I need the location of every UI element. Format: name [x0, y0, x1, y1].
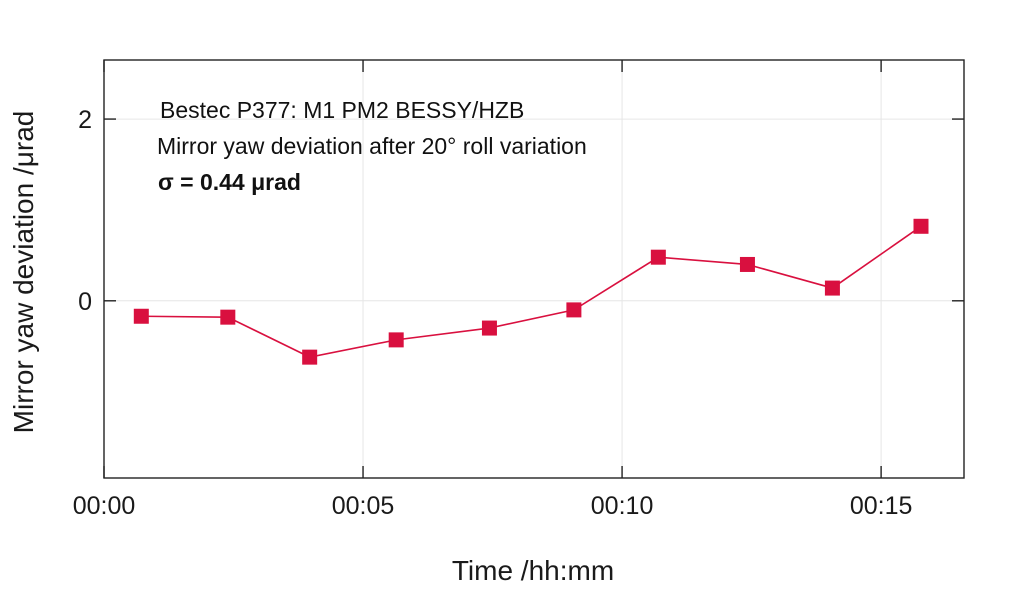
data-point-marker: [388, 332, 404, 348]
data-point-marker: [824, 280, 840, 296]
data-point-marker: [650, 249, 666, 265]
x-axis-label: Time /hh:mm: [452, 555, 614, 586]
data-point-marker: [913, 218, 929, 234]
data-point-marker: [566, 302, 582, 318]
series-layer: [133, 218, 929, 365]
y-tick-label: 2: [78, 106, 92, 134]
plot-frame: [103, 59, 965, 479]
x-tick-label: 00:00: [73, 492, 136, 520]
annotation-sigma: σ = 0.44 μrad: [158, 169, 301, 195]
grid: [103, 60, 964, 478]
annotation-title: Bestec P377: M1 PM2 BESSY/HZB: [160, 97, 524, 123]
data-point-marker: [302, 349, 318, 365]
data-point-marker: [481, 320, 497, 336]
x-tick-label: 00:10: [591, 492, 654, 520]
data-point-marker: [133, 308, 149, 324]
series-line: [141, 225, 922, 358]
y-tick-label: 0: [78, 288, 92, 316]
annotation-subtitle: Mirror yaw deviation after 20° roll vari…: [157, 133, 587, 159]
data-point-marker: [220, 309, 236, 325]
x-tick-label: 00:15: [850, 492, 913, 520]
ticks: 00:00 00:05 00:10 00:15 0 2: [73, 60, 964, 520]
x-tick-label: 00:05: [332, 492, 395, 520]
y-axis-label: Mirror yaw deviation /μrad: [8, 111, 39, 434]
data-point-marker: [739, 256, 755, 272]
